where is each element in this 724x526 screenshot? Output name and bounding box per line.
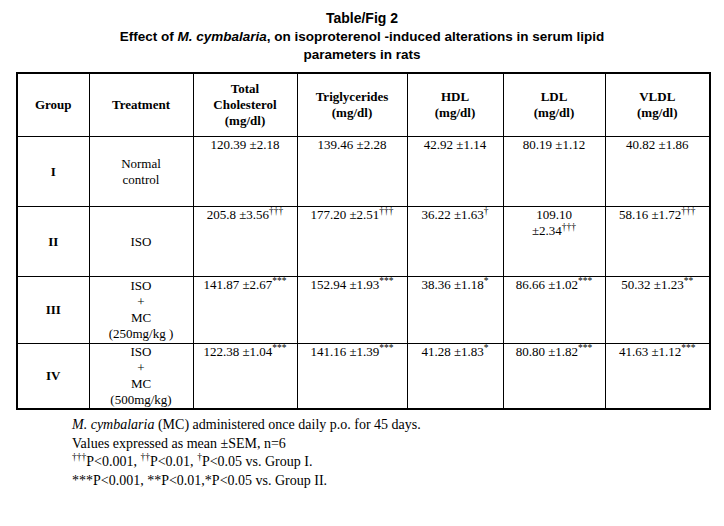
value-cell-total_cholesterol: 205.8 ±3.56††† [193, 207, 297, 277]
value-cell-triglycerides: 152.94 ±1.93*** [297, 277, 407, 344]
table-row-group-II: IIISO205.8 ±3.56†††177.20 ±2.51†††36.22 … [17, 207, 710, 277]
value-cell-ldl: 109.10±2.34††† [503, 207, 605, 277]
footnote-line-1: M. cymbalaria (MC) administered once dai… [72, 416, 724, 435]
figure-title-line1: Table/Fig 2 [0, 9, 724, 28]
figure-title-line2: Effect of M. cymbalaria, on isoprotereno… [0, 28, 724, 46]
column-header-ldl: LDL(mg/dl) [503, 73, 605, 137]
treatment-cell: ISO+MC(250mg/kg ) [89, 277, 193, 344]
footnote-line-2: Values expressed as mean ±SEM, n=6 [72, 435, 724, 454]
value-cell-hdl: 41.28 ±1.83* [407, 344, 503, 410]
table-body: INormalcontrol120.39 ±2.18139.46 ±2.2842… [17, 137, 710, 410]
table-header-row: GroupTreatmentTotalCholesterol(mg/dl)Tri… [17, 73, 710, 137]
value-cell-ldl: 80.80 ±1.82*** [503, 344, 605, 410]
value-cell-vldl: 58.16 ±1.72††† [605, 207, 710, 277]
table-row-group-III: IIIISO+MC(250mg/kg )141.87 ±2.67***152.9… [17, 277, 710, 344]
group-cell: II [17, 207, 89, 277]
table-footnotes: M. cymbalaria (MC) administered once dai… [72, 416, 724, 490]
treatment-cell: ISO [89, 207, 193, 277]
group-cell: III [17, 277, 89, 344]
column-header-treatment: Treatment [89, 73, 193, 137]
figure-title-line3: parameters in rats [0, 46, 724, 64]
table-row-group-IV: IVISO+MC(500mg/kg)122.38 ±1.04***141.16 … [17, 344, 710, 410]
value-cell-total_cholesterol: 120.39 ±2.18 [193, 137, 297, 207]
value-cell-hdl: 38.36 ±1.18* [407, 277, 503, 344]
value-cell-total_cholesterol: 141.87 ±2.67*** [193, 277, 297, 344]
page-root: { "title": { "line1": "Table/Fig 2", "li… [0, 0, 724, 526]
column-header-vldl: VLDL(mg/dl) [605, 73, 710, 137]
group-cell: I [17, 137, 89, 207]
column-header-triglycerides: Triglycerides(mg/dl) [297, 73, 407, 137]
value-cell-vldl: 40.82 ±1.86 [605, 137, 710, 207]
footnote-line-4: ***P<0.001, **P<0.01,*P<0.05 vs. Group I… [72, 472, 724, 491]
value-cell-ldl: 86.66 ±1.02*** [503, 277, 605, 344]
treatment-cell: ISO+MC(500mg/kg) [89, 344, 193, 410]
value-cell-hdl: 36.22 ±1.63† [407, 207, 503, 277]
value-cell-total_cholesterol: 122.38 ±1.04*** [193, 344, 297, 410]
table-row-group-I: INormalcontrol120.39 ±2.18139.46 ±2.2842… [17, 137, 710, 207]
value-cell-vldl: 41.63 ±1.12*** [605, 344, 710, 410]
column-header-group: Group [17, 73, 89, 137]
treatment-cell: Normalcontrol [89, 137, 193, 207]
value-cell-hdl: 42.92 ±1.14 [407, 137, 503, 207]
footnote-line-3: †††P<0.001, ††P<0.01, †P<0.05 vs. Group … [72, 453, 724, 472]
value-cell-ldl: 80.19 ±1.12 [503, 137, 605, 207]
value-cell-triglycerides: 139.46 ±2.28 [297, 137, 407, 207]
group-cell: IV [17, 344, 89, 410]
serum-lipid-table: GroupTreatmentTotalCholesterol(mg/dl)Tri… [16, 72, 711, 410]
column-header-total_cholesterol: TotalCholesterol(mg/dl) [193, 73, 297, 137]
value-cell-triglycerides: 177.20 ±2.51††† [297, 207, 407, 277]
value-cell-triglycerides: 141.16 ±1.39*** [297, 344, 407, 410]
column-header-hdl: HDL(mg/dl) [407, 73, 503, 137]
figure-title-block: Table/Fig 2 Effect of M. cymbalaria, on … [0, 0, 724, 64]
value-cell-vldl: 50.32 ±1.23** [605, 277, 710, 344]
